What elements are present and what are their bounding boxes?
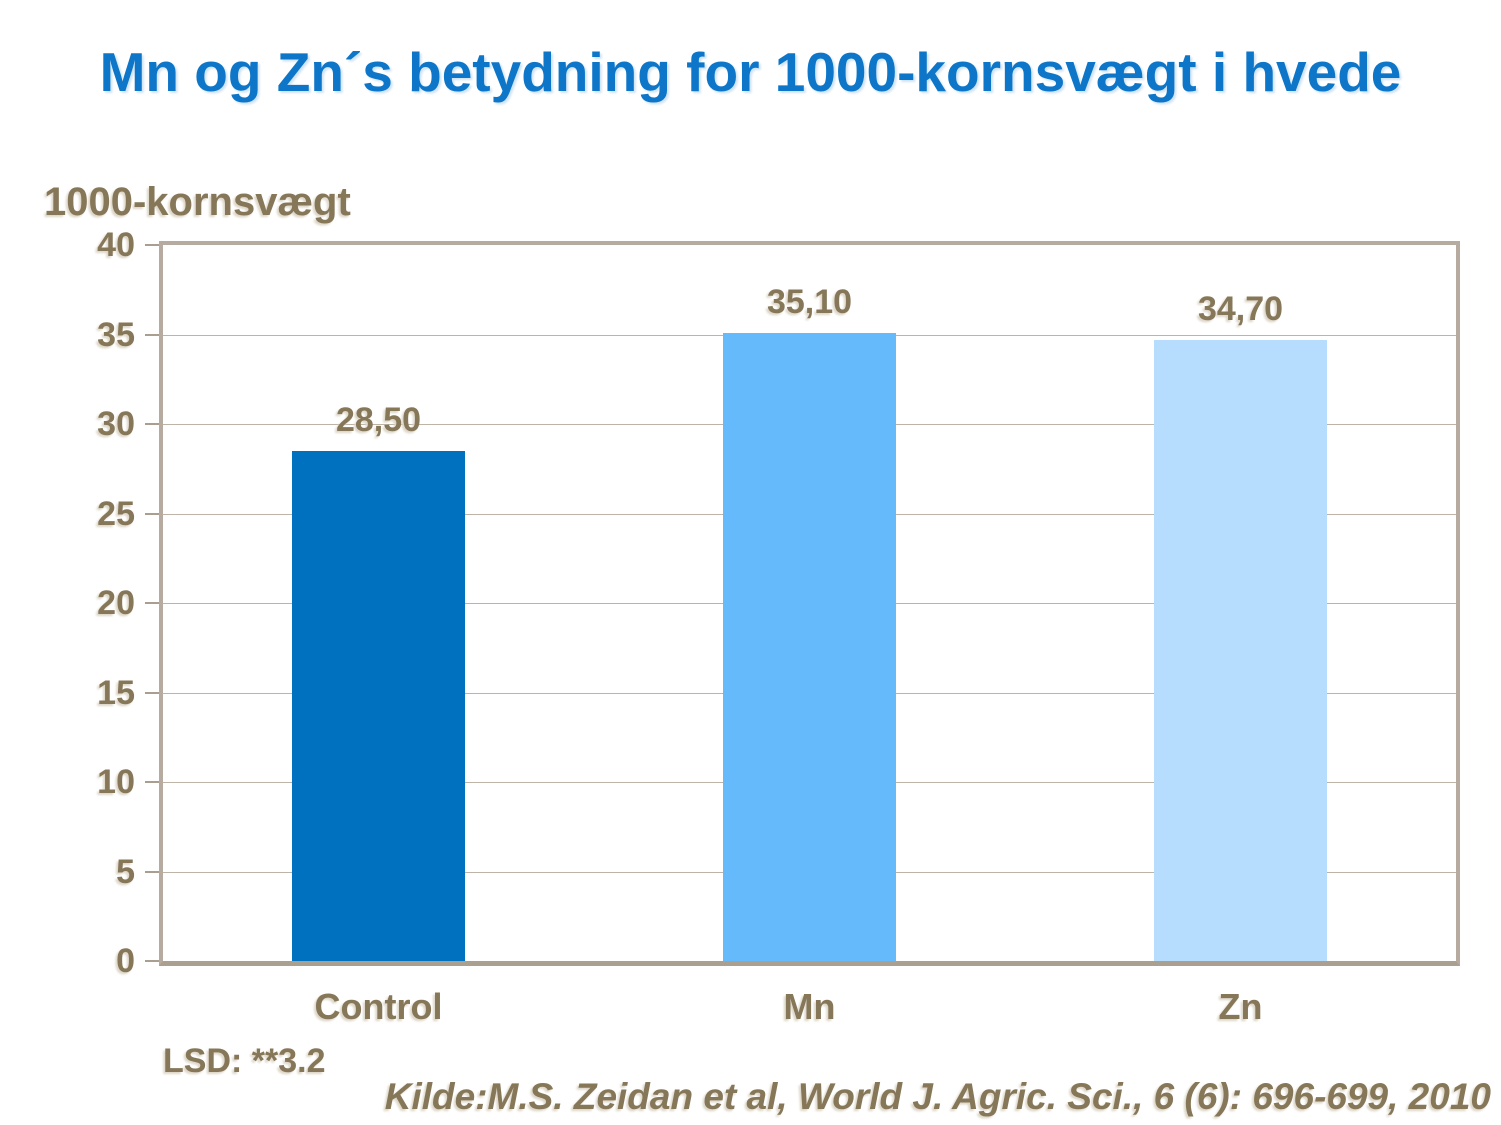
bar-zn bbox=[1154, 339, 1327, 961]
y-tick-label-25: 25 bbox=[97, 494, 135, 533]
y-tick-label-20: 20 bbox=[97, 584, 135, 622]
y-tick-40 bbox=[145, 244, 159, 246]
x-category-label-control: Control bbox=[314, 986, 443, 1027]
value-label-control: 28,50 bbox=[335, 400, 422, 439]
y-tick-30 bbox=[145, 423, 159, 425]
y-tick-10 bbox=[145, 781, 159, 783]
y-tick-label-10: 10 bbox=[97, 763, 135, 801]
y-tick-25 bbox=[145, 512, 159, 515]
y-tick-0 bbox=[145, 960, 159, 962]
plot-area bbox=[159, 241, 1460, 966]
y-tick-label-15: 15 bbox=[97, 673, 135, 712]
y-tick-label-35: 35 bbox=[97, 315, 135, 354]
bar-mn bbox=[723, 332, 896, 961]
lsd-note: LSD: **3.2 bbox=[163, 1042, 326, 1080]
y-tick-label-0: 0 bbox=[116, 942, 135, 980]
y-tick-label-5: 5 bbox=[116, 852, 135, 891]
x-category-label-zn: Zn bbox=[1218, 986, 1263, 1027]
y-tick-5 bbox=[145, 870, 159, 873]
value-label-zn: 34,70 bbox=[1197, 289, 1284, 328]
value-label-mn: 35,10 bbox=[766, 282, 853, 321]
y-tick-20 bbox=[145, 602, 159, 604]
chart-title: Mn og Zn´s betydning for 1000-kornsvægt … bbox=[99, 41, 1402, 103]
y-tick-15 bbox=[145, 691, 159, 694]
x-category-label-mn: Mn bbox=[783, 986, 836, 1027]
source-citation: Kilde:M.S. Zeidan et al, World J. Agric.… bbox=[384, 1076, 1491, 1117]
bar-control bbox=[292, 450, 465, 961]
y-tick-label-40: 40 bbox=[97, 226, 135, 264]
y-tick-label-30: 30 bbox=[97, 405, 135, 443]
y-axis-title: 1000-kornsvægt bbox=[44, 180, 351, 224]
y-tick-35 bbox=[145, 333, 159, 336]
